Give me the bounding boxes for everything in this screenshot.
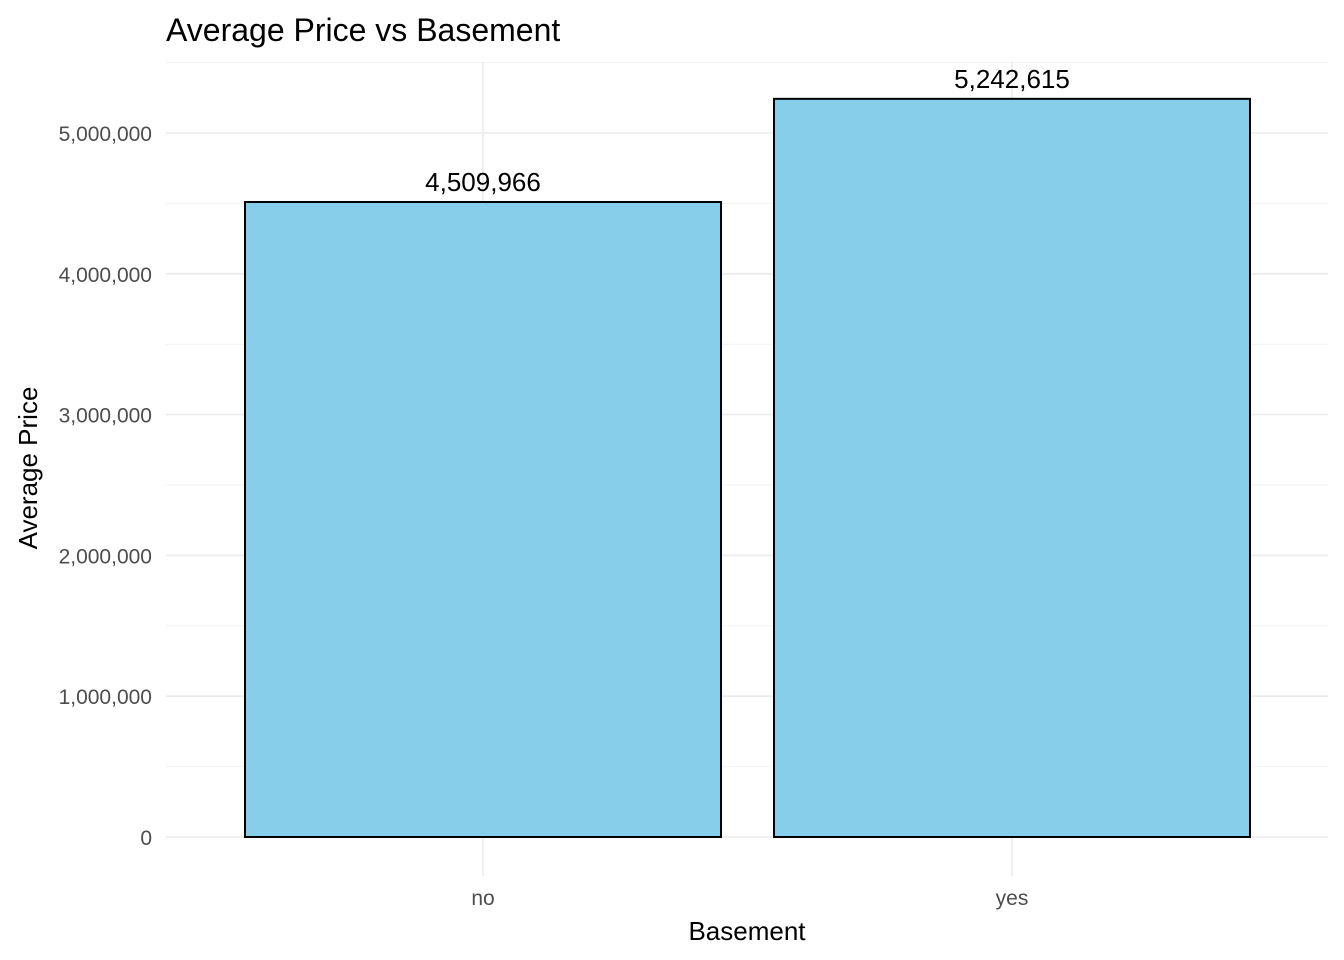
y-tick-label: 3,000,000 [59,405,152,428]
x-axis-ticks: no yes [471,887,1028,910]
y-axis-title: Average Price [13,387,43,550]
data-labels: 4,509,966 5,242,615 [425,64,1070,197]
y-tick-label: 4,000,000 [59,264,152,287]
y-tick-label: 1,000,000 [59,686,152,709]
bar-no [244,200,722,839]
data-label-yes: 5,242,615 [954,64,1070,94]
x-axis-title: Basement [688,916,806,946]
chart-title: Average Price vs Basement [166,12,560,48]
y-axis-ticks: 0 1,000,000 2,000,000 3,000,000 4,000,000 5,0… [59,123,152,850]
y-tick-label: 5,000,000 [59,123,152,146]
y-tick-label: 0 [140,827,152,850]
x-tick-label-yes: yes [996,887,1029,910]
bars [244,97,1251,839]
bar-yes [773,97,1251,839]
data-label-no: 4,509,966 [425,167,541,197]
x-tick-label-no: no [471,887,494,910]
y-tick-label: 2,000,000 [59,545,152,568]
